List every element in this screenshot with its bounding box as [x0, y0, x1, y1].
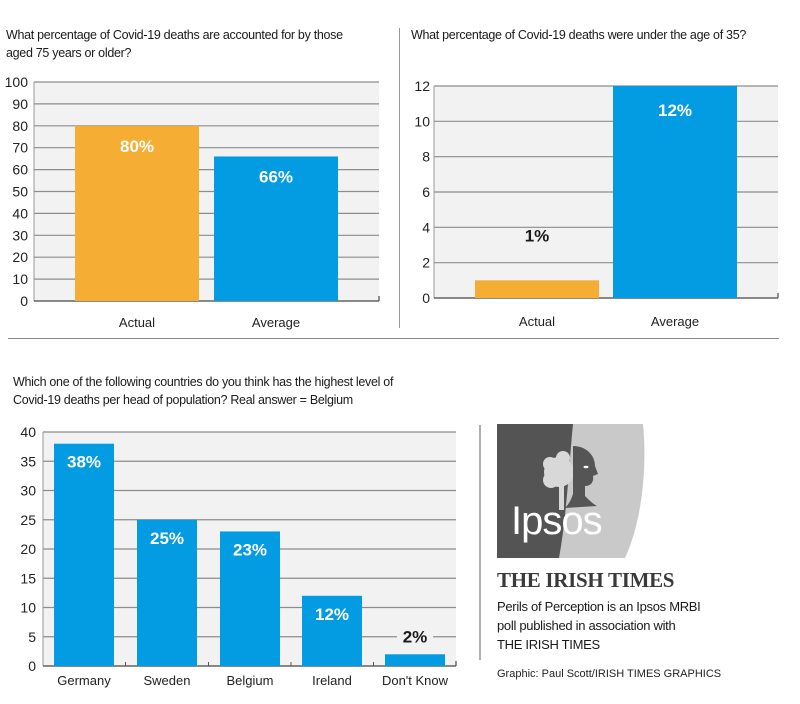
y-tick-label: 100	[5, 74, 29, 90]
bar-don-t-know	[385, 654, 445, 666]
data-label: 80%	[120, 137, 154, 156]
y-tick-label: 80	[12, 118, 28, 134]
bar-ireland	[302, 595, 362, 666]
y-tick-label: 50	[12, 184, 28, 200]
ipsos-logo: Ipsos	[497, 424, 645, 558]
y-tick-label: 10	[20, 600, 36, 616]
x-category-label: Actual	[119, 315, 155, 330]
x-category-label: Don't Know	[382, 673, 449, 688]
data-label: 2%	[403, 627, 428, 646]
y-tick-label: 2	[422, 255, 430, 271]
x-category-label: Germany	[57, 673, 111, 688]
data-label: 23%	[233, 540, 267, 559]
data-label-background	[397, 626, 433, 647]
data-label: 12%	[658, 101, 692, 120]
y-tick-label: 8	[422, 149, 430, 165]
data-label: 66%	[259, 167, 293, 186]
x-category-label: Sweden	[144, 673, 191, 688]
y-tick-label: 0	[422, 290, 430, 306]
horizontal-divider	[8, 338, 779, 339]
chart2-title: What percentage of Covid-19 deaths were …	[411, 26, 800, 44]
y-tick-label: 30	[12, 227, 28, 243]
blurb-line-2: poll published in association with	[497, 618, 676, 633]
y-tick-label: 10	[414, 113, 430, 129]
irish-times-masthead: THE IRISH TIMES	[497, 568, 675, 592]
bar-belgium	[220, 531, 280, 666]
data-label: 25%	[150, 529, 184, 548]
y-tick-label: 60	[12, 162, 28, 178]
y-tick-label: 4	[422, 219, 430, 235]
x-category-label: Actual	[519, 314, 555, 329]
x-category-label: Average	[651, 314, 699, 329]
bar-actual	[475, 280, 599, 298]
blurb-line-3: THE IRISH TIMES	[497, 637, 600, 652]
y-tick-label: 40	[20, 424, 36, 440]
data-label: 1%	[525, 226, 550, 245]
chart3-title-line-2: Covid-19 deaths per head of population? …	[13, 393, 353, 407]
x-category-label: Ireland	[312, 673, 352, 688]
top-vertical-divider	[399, 28, 400, 328]
ipsos-logo-text: Ipsos	[511, 499, 602, 543]
bar-actual	[75, 125, 199, 301]
y-tick-label: 5	[28, 629, 36, 645]
graphic-credit: Graphic: Paul Scott/IRISH TIMES GRAPHICS	[497, 668, 722, 680]
chart3-title-line-1: Which one of the following countries do …	[13, 375, 394, 389]
y-tick-label: 15	[20, 570, 36, 586]
y-tick-label: 6	[422, 184, 430, 200]
bottom-vertical-divider	[479, 425, 481, 660]
y-tick-label: 0	[28, 658, 36, 674]
y-tick-label: 70	[12, 140, 28, 156]
bar-sweden	[137, 519, 197, 666]
y-tick-label: 30	[20, 483, 36, 499]
x-category-label: Average	[252, 315, 300, 330]
perils-blurb: Perils of Perception is an Ipsos MRBI po…	[497, 597, 757, 654]
chart1-title-line-1: What percentage of Covid-19 deaths are a…	[6, 28, 343, 42]
y-tick-label: 90	[12, 96, 28, 112]
chart1-title: What percentage of Covid-19 deaths are a…	[6, 26, 398, 62]
x-category-label: Belgium	[227, 673, 274, 688]
chart2-title-line-1: What percentage of Covid-19 deaths were …	[411, 28, 747, 42]
y-tick-label: 0	[20, 293, 28, 309]
chart1-title-line-2: aged 75 years or older?	[6, 46, 132, 60]
y-tick-label: 40	[12, 205, 28, 221]
data-label: 12%	[315, 605, 349, 624]
y-tick-label: 25	[20, 512, 36, 528]
y-tick-label: 20	[12, 249, 28, 265]
bar-average	[613, 86, 737, 298]
bar-average	[214, 156, 338, 301]
bar-germany	[54, 443, 114, 666]
y-tick-label: 12	[414, 78, 430, 94]
blurb-line-1: Perils of Perception is an Ipsos MRBI	[497, 599, 701, 614]
y-tick-label: 20	[20, 541, 36, 557]
data-label: 38%	[67, 453, 101, 472]
chart3-title: Which one of the following countries do …	[13, 373, 473, 409]
y-tick-label: 35	[20, 453, 36, 469]
y-tick-label: 10	[12, 271, 28, 287]
